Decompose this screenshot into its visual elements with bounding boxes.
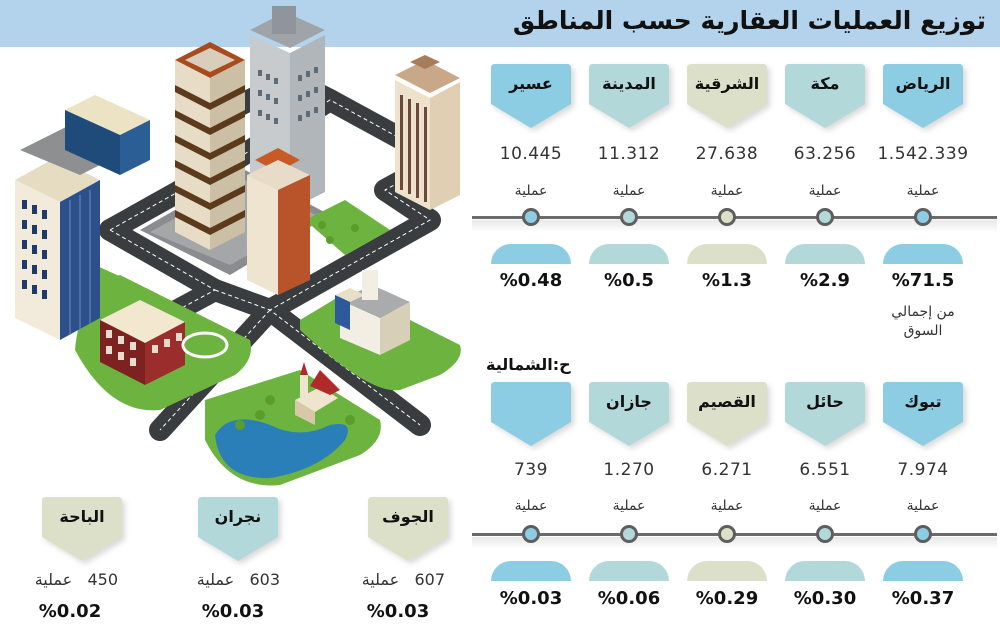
- region-name: نجران: [214, 507, 262, 526]
- timeline-dot: [522, 525, 540, 543]
- market-share: %71.5: [891, 270, 955, 291]
- color-cap: [491, 244, 571, 264]
- unit-label: عملية: [196, 570, 235, 589]
- market-share: %0.03: [201, 601, 265, 622]
- region-name: تبوك: [904, 392, 942, 411]
- market-share: %0.37: [891, 588, 955, 609]
- market-share: %0.30: [793, 588, 857, 609]
- operations-count: 607: [414, 570, 445, 589]
- unit-label: عملية: [514, 183, 548, 199]
- market-share: %0.03: [366, 601, 430, 622]
- market-share: %0.02: [38, 601, 102, 622]
- page-title: توزيع العمليات العقارية حسب المناطق: [512, 6, 986, 35]
- region-tag-eastern: الشرقية: [687, 64, 767, 128]
- color-cap: [883, 561, 963, 581]
- operations-count: 1.542.339: [877, 144, 969, 164]
- region-tag-qassim: القصيم: [687, 382, 767, 446]
- timeline-dot: [718, 208, 736, 226]
- unit-label: عملية: [808, 183, 842, 199]
- operations-count: 450: [87, 570, 118, 589]
- timeline-dot: [522, 208, 540, 226]
- timeline-dot: [914, 525, 932, 543]
- operations-count-inline: 450 عملية: [8, 570, 118, 589]
- market-note-line2: السوق: [903, 323, 943, 339]
- timeline-dot: [620, 208, 638, 226]
- city-illustration: [15, 6, 461, 486]
- region-name: حائل: [806, 392, 844, 411]
- region-name: الرياض: [895, 74, 951, 93]
- operations-count-inline: 603 عملية: [170, 570, 280, 589]
- operations-count: 27.638: [695, 144, 759, 164]
- color-cap: [687, 244, 767, 264]
- market-share: %2.9: [800, 270, 850, 291]
- unit-label: عملية: [808, 498, 842, 514]
- market-share: %1.3: [702, 270, 752, 291]
- region-name: الشرقية: [694, 74, 760, 93]
- region-tag-asir: عسير: [491, 64, 571, 128]
- market-share: %0.5: [604, 270, 654, 291]
- operations-count: 10.445: [499, 144, 563, 164]
- unit-label: عملية: [710, 498, 744, 514]
- timeline-dot: [816, 525, 834, 543]
- color-cap: [491, 561, 571, 581]
- northern-borders-label: ح:الشمالية: [486, 355, 571, 374]
- color-cap: [589, 244, 669, 264]
- color-cap: [785, 244, 865, 264]
- market-share: %0.06: [597, 588, 661, 609]
- region-tag-madinah: المدينة: [589, 64, 669, 128]
- region-tag-aljouf: الجوف: [368, 497, 448, 561]
- region-name: الجوف: [382, 507, 434, 526]
- operations-count: 6.551: [799, 460, 851, 480]
- region-name: المدينة: [602, 74, 656, 93]
- color-cap: [589, 561, 669, 581]
- unit-label: عملية: [612, 183, 646, 199]
- operations-count: 7.974: [897, 460, 949, 480]
- color-cap: [883, 244, 963, 264]
- operations-count: 739: [514, 460, 548, 480]
- color-cap: [687, 561, 767, 581]
- region-name: عسير: [509, 74, 553, 93]
- region-tag-riyadh: الرياض: [883, 64, 963, 128]
- market-share: %0.48: [499, 270, 563, 291]
- operations-count: 11.312: [597, 144, 661, 164]
- market-share: %0.29: [695, 588, 759, 609]
- region-name: القصيم: [698, 392, 756, 411]
- timeline-dot: [914, 208, 932, 226]
- timeline-shadow: [472, 220, 997, 232]
- region-tag-makkah: مكة: [785, 64, 865, 128]
- timeline-shadow: [472, 537, 997, 549]
- unit-label: عملية: [906, 498, 940, 514]
- unit-label: عملية: [34, 570, 73, 589]
- operations-count-inline: 607 عملية: [335, 570, 445, 589]
- unit-label: عملية: [612, 498, 646, 514]
- region-name: مكة: [810, 74, 840, 93]
- unit-label: عملية: [514, 498, 548, 514]
- unit-label: عملية: [710, 183, 744, 199]
- unit-label: عملية: [361, 570, 400, 589]
- operations-count: 6.271: [701, 460, 753, 480]
- timeline-dot: [620, 525, 638, 543]
- region-tag-albaha: الباحة: [42, 497, 122, 561]
- title-band: [0, 0, 1000, 47]
- operations-count: 603: [249, 570, 280, 589]
- color-cap: [785, 561, 865, 581]
- operations-count: 1.270: [603, 460, 655, 480]
- timeline-dot: [718, 525, 736, 543]
- market-note-line1: من إجمالي: [891, 304, 955, 320]
- timeline-dot: [816, 208, 834, 226]
- region-tag-hail: حائل: [785, 382, 865, 446]
- region-name: جازان: [606, 392, 652, 411]
- unit-label: عملية: [906, 183, 940, 199]
- region-tag-northern-borders: [491, 382, 571, 446]
- market-share: %0.03: [499, 588, 563, 609]
- operations-count: 63.256: [793, 144, 857, 164]
- region-tag-najran: نجران: [198, 497, 278, 561]
- region-tag-tabuk: تبوك: [883, 382, 963, 446]
- market-note: من إجمالي السوق: [873, 303, 973, 341]
- region-name: الباحة: [59, 507, 105, 526]
- region-tag-jazan: جازان: [589, 382, 669, 446]
